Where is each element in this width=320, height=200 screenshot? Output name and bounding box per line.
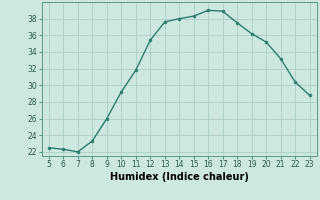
X-axis label: Humidex (Indice chaleur): Humidex (Indice chaleur) (110, 172, 249, 182)
